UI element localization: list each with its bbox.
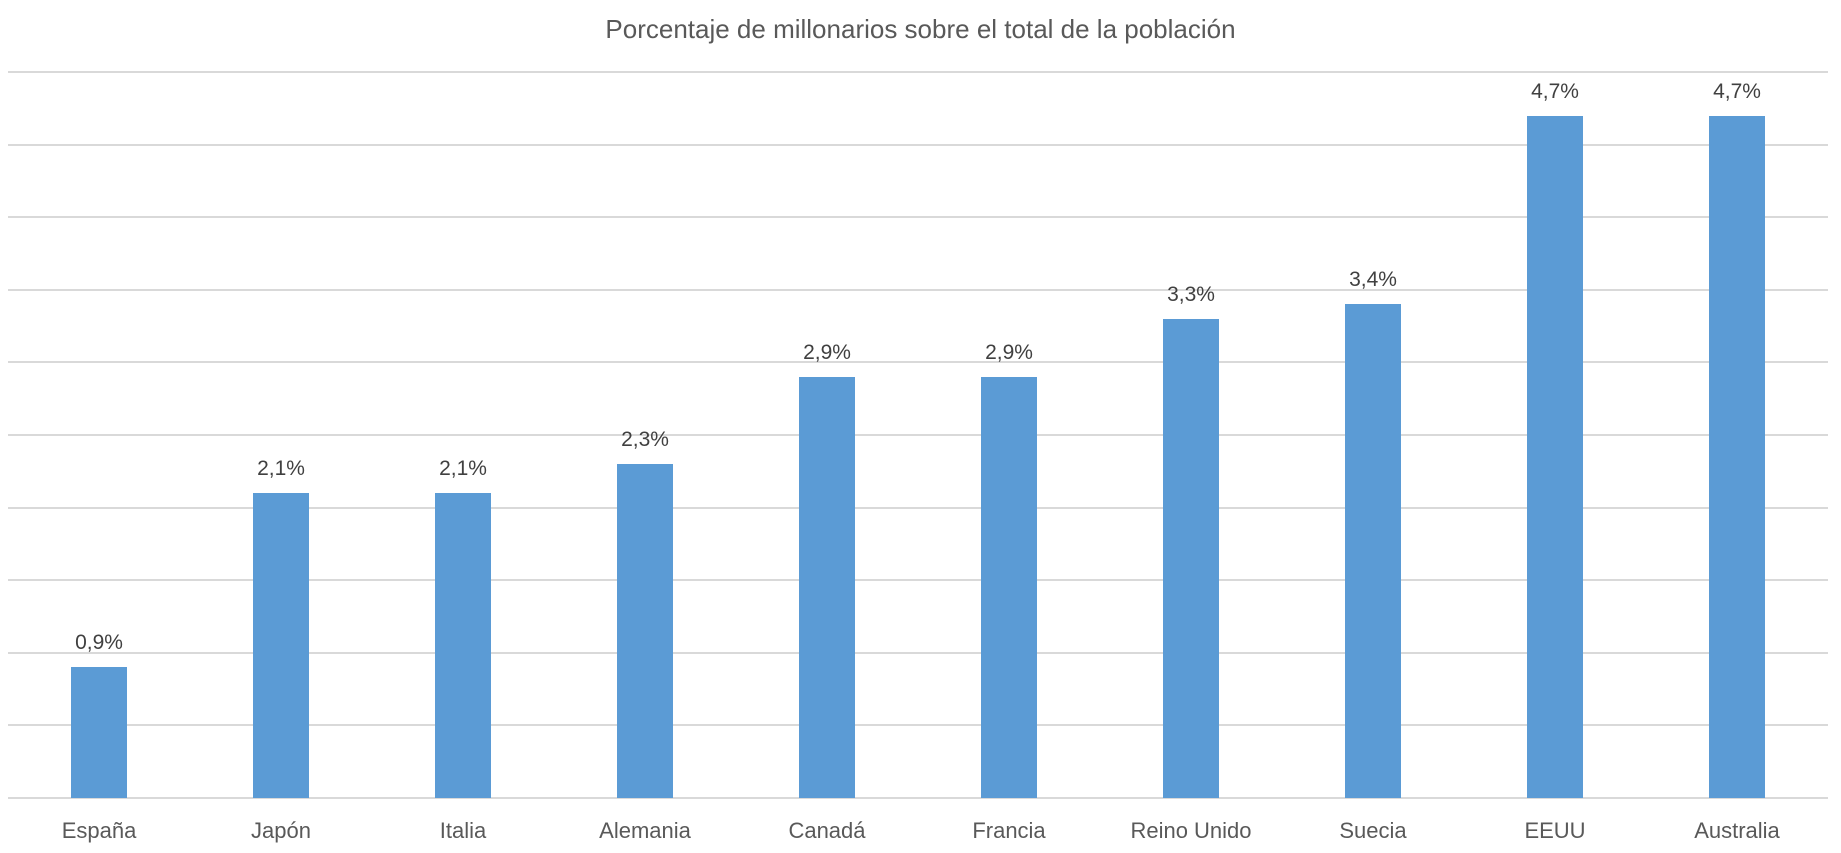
bar [799, 376, 855, 798]
x-tick-label: Australia [1694, 818, 1780, 843]
x-tick-label: Canadá [788, 818, 866, 843]
bar [1345, 304, 1401, 798]
x-tick-label: EEUU [1524, 818, 1586, 843]
gridline [8, 143, 1828, 146]
gridline [8, 216, 1828, 219]
data-label: 2,1% [439, 457, 487, 481]
bar [1527, 115, 1583, 798]
data-label: 2,9% [803, 340, 851, 364]
x-tick-label: Francia [972, 818, 1046, 843]
bar [253, 493, 309, 798]
gridline [8, 651, 1828, 654]
gridline [8, 361, 1828, 364]
x-tick-label: Suecia [1339, 818, 1407, 843]
x-axis-line [8, 797, 1828, 799]
bar [435, 493, 491, 798]
bar [1163, 318, 1219, 798]
gridline [8, 71, 1828, 73]
data-label: 4,7% [1713, 79, 1761, 103]
bar [71, 667, 127, 798]
chart-title: Porcentaje de millonarios sobre el total… [605, 14, 1236, 44]
bar [617, 464, 673, 798]
data-label: 4,7% [1531, 79, 1579, 103]
gridline [8, 506, 1828, 509]
bar [1709, 115, 1765, 798]
data-label: 3,3% [1167, 282, 1215, 306]
x-tick-label: Japón [251, 818, 311, 843]
x-tick-label: España [61, 818, 137, 843]
data-label: 3,4% [1349, 268, 1397, 292]
x-tick-label: Reino Unido [1130, 818, 1252, 843]
gridline [8, 288, 1828, 291]
gridline [8, 434, 1828, 436]
x-tick-label: Italia [439, 818, 487, 843]
data-label: 2,9% [985, 340, 1033, 364]
data-label: 0,9% [75, 631, 123, 655]
gridline [8, 579, 1828, 582]
data-label: 2,1% [257, 457, 305, 481]
gridline [8, 724, 1828, 727]
x-tick-label: Alemania [599, 818, 691, 843]
bar [981, 376, 1037, 798]
data-label: 2,3% [621, 428, 669, 452]
